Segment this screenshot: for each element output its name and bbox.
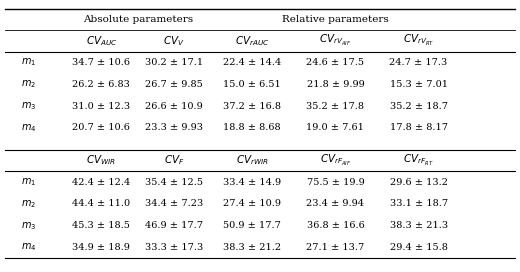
- Text: 26.6 ± 10.9: 26.6 ± 10.9: [145, 101, 203, 111]
- Text: $CV_{rV_{AIF}}$: $CV_{rV_{AIF}}$: [319, 33, 352, 48]
- Text: Absolute parameters: Absolute parameters: [83, 14, 193, 24]
- Text: $CV_{rWIR}$: $CV_{rWIR}$: [236, 154, 269, 167]
- Text: 23.3 ± 9.93: 23.3 ± 9.93: [145, 123, 203, 132]
- Text: 33.3 ± 17.3: 33.3 ± 17.3: [145, 243, 203, 252]
- Text: 20.7 ± 10.6: 20.7 ± 10.6: [72, 123, 131, 132]
- Text: $CV_F$: $CV_F$: [164, 154, 185, 167]
- Text: 15.3 ± 7.01: 15.3 ± 7.01: [389, 80, 448, 89]
- Text: 42.4 ± 12.4: 42.4 ± 12.4: [72, 178, 131, 187]
- Text: 29.4 ± 15.8: 29.4 ± 15.8: [389, 243, 448, 252]
- Text: 34.9 ± 18.9: 34.9 ± 18.9: [72, 243, 131, 252]
- Text: $CV_{WIR}$: $CV_{WIR}$: [86, 154, 116, 167]
- Text: 33.4 ± 14.9: 33.4 ± 14.9: [223, 178, 281, 187]
- Text: Relative parameters: Relative parameters: [282, 14, 389, 24]
- Text: $m_1$: $m_1$: [21, 57, 36, 69]
- Text: 50.9 ± 17.7: 50.9 ± 17.7: [223, 221, 281, 230]
- Text: 37.2 ± 16.8: 37.2 ± 16.8: [223, 101, 281, 111]
- Text: $m_3$: $m_3$: [21, 100, 36, 112]
- Text: 31.0 ± 12.3: 31.0 ± 12.3: [72, 101, 131, 111]
- Text: $CV_{rV_{RT}}$: $CV_{rV_{RT}}$: [403, 33, 434, 48]
- Text: $m_3$: $m_3$: [21, 220, 36, 232]
- Text: 26.2 ± 6.83: 26.2 ± 6.83: [72, 80, 131, 89]
- Text: 15.0 ± 6.51: 15.0 ± 6.51: [223, 80, 281, 89]
- Text: $CV_{rF_{AIF}}$: $CV_{rF_{AIF}}$: [320, 153, 351, 168]
- Text: 17.8 ± 8.17: 17.8 ± 8.17: [389, 123, 448, 132]
- Text: 29.6 ± 13.2: 29.6 ± 13.2: [389, 178, 448, 187]
- Text: $CV_{rF_{RT}}$: $CV_{rF_{RT}}$: [404, 153, 434, 168]
- Text: 24.6 ± 17.5: 24.6 ± 17.5: [306, 58, 365, 67]
- Text: $m_1$: $m_1$: [21, 176, 36, 188]
- Text: $m_2$: $m_2$: [21, 78, 36, 90]
- Text: 30.2 ± 17.1: 30.2 ± 17.1: [145, 58, 203, 67]
- Text: 38.3 ± 21.3: 38.3 ± 21.3: [389, 221, 448, 230]
- Text: 27.1 ± 13.7: 27.1 ± 13.7: [306, 243, 365, 252]
- Text: 27.4 ± 10.9: 27.4 ± 10.9: [223, 199, 281, 209]
- Text: 26.7 ± 9.85: 26.7 ± 9.85: [145, 80, 203, 89]
- Text: 45.3 ± 18.5: 45.3 ± 18.5: [72, 221, 131, 230]
- Text: 23.4 ± 9.94: 23.4 ± 9.94: [306, 199, 365, 209]
- Text: 33.1 ± 18.7: 33.1 ± 18.7: [389, 199, 448, 209]
- Text: 44.4 ± 11.0: 44.4 ± 11.0: [72, 199, 131, 209]
- Text: 34.7 ± 10.6: 34.7 ± 10.6: [72, 58, 131, 67]
- Text: 21.8 ± 9.99: 21.8 ± 9.99: [306, 80, 365, 89]
- Text: 75.5 ± 19.9: 75.5 ± 19.9: [306, 178, 365, 187]
- Text: 24.7 ± 17.3: 24.7 ± 17.3: [389, 58, 448, 67]
- Text: 36.8 ± 16.6: 36.8 ± 16.6: [306, 221, 365, 230]
- Text: 38.3 ± 21.2: 38.3 ± 21.2: [223, 243, 281, 252]
- Text: 35.2 ± 17.8: 35.2 ± 17.8: [306, 101, 365, 111]
- Text: $CV_{rAUC}$: $CV_{rAUC}$: [235, 34, 269, 48]
- Text: 46.9 ± 17.7: 46.9 ± 17.7: [145, 221, 203, 230]
- Text: 34.4 ± 7.23: 34.4 ± 7.23: [145, 199, 203, 209]
- Text: 18.8 ± 8.68: 18.8 ± 8.68: [224, 123, 281, 132]
- Text: $CV_V$: $CV_V$: [163, 34, 185, 48]
- Text: 19.0 ± 7.61: 19.0 ± 7.61: [306, 123, 365, 132]
- Text: $m_4$: $m_4$: [21, 242, 36, 254]
- Text: $CV_{AUC}$: $CV_{AUC}$: [86, 34, 117, 48]
- Text: 22.4 ± 14.4: 22.4 ± 14.4: [223, 58, 281, 67]
- Text: $m_2$: $m_2$: [21, 198, 36, 210]
- Text: $m_4$: $m_4$: [21, 122, 36, 134]
- Text: 35.4 ± 12.5: 35.4 ± 12.5: [145, 178, 203, 187]
- Text: 35.2 ± 18.7: 35.2 ± 18.7: [389, 101, 448, 111]
